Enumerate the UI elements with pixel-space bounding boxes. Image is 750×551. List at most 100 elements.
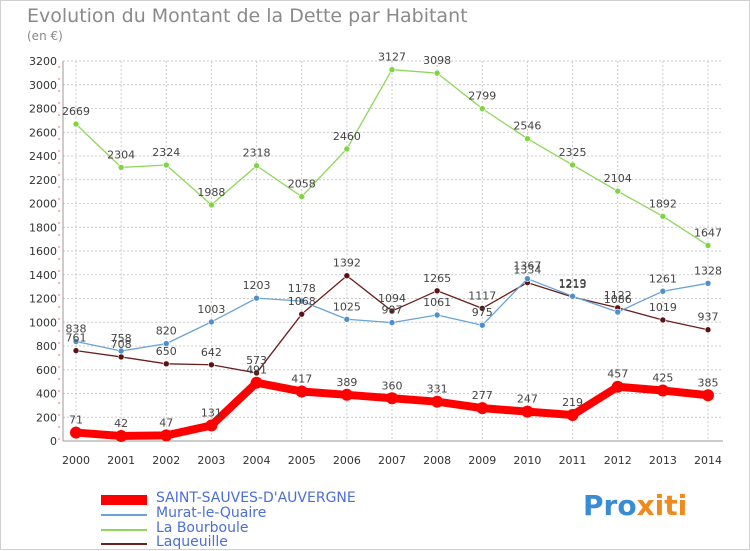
data-label-laqueuille: 573 xyxy=(246,354,267,367)
data-point-murat xyxy=(208,318,215,326)
data-point-bourboule xyxy=(388,66,396,73)
chart-title: Evolution du Montant de la Dette par Hab… xyxy=(27,5,468,27)
x-tick-label: 2002 xyxy=(152,454,180,467)
data-point-murat xyxy=(614,308,622,316)
x-tick-label: 2013 xyxy=(649,454,677,467)
data-label-saint: 360 xyxy=(382,379,403,392)
data-point-bourboule xyxy=(524,135,531,142)
data-point-bourboule xyxy=(208,201,215,209)
data-label-saint: 457 xyxy=(607,368,628,381)
y-tick-label: 2800 xyxy=(29,103,57,116)
data-label-saint: 131 xyxy=(201,406,222,419)
data-point-murat xyxy=(388,319,396,326)
data-point-saint xyxy=(340,388,353,401)
data-label-murat: 1025 xyxy=(333,300,361,313)
data-label-saint: 385 xyxy=(698,376,719,389)
data-label-bourboule: 2058 xyxy=(288,178,316,191)
data-label-saint: 71 xyxy=(69,414,83,427)
x-tick-label: 2008 xyxy=(423,454,451,467)
y-tick-label: 1200 xyxy=(29,293,57,306)
data-label-bourboule: 2460 xyxy=(333,130,361,143)
data-point-laqueuille xyxy=(162,360,170,368)
data-label-saint: 42 xyxy=(114,417,128,430)
proxiti-logo: Proxiti xyxy=(583,489,687,522)
data-label-murat: 1219 xyxy=(559,277,587,290)
data-label-laqueuille: 642 xyxy=(201,346,222,359)
data-label-laqueuille: 650 xyxy=(156,345,177,358)
data-point-laqueuille xyxy=(343,272,351,280)
data-label-bourboule: 1892 xyxy=(649,197,677,210)
x-tick-label: 2012 xyxy=(604,454,632,467)
x-tick-label: 2009 xyxy=(468,454,496,467)
x-tick-label: 2001 xyxy=(107,454,135,467)
data-point-bourboule xyxy=(117,164,125,171)
data-point-murat xyxy=(659,287,667,295)
x-tick-label: 2007 xyxy=(378,454,406,467)
legend-label-murat: Murat-le-Quaire xyxy=(156,505,267,521)
data-point-bourboule xyxy=(704,242,712,249)
legend-swatch-saint xyxy=(101,495,147,505)
data-label-laqueuille: 1334 xyxy=(513,264,541,277)
data-label-bourboule: 2546 xyxy=(513,120,541,133)
data-point-murat xyxy=(433,311,441,319)
data-point-saint xyxy=(611,380,624,393)
data-label-bourboule: 3098 xyxy=(423,54,451,67)
data-point-laqueuille xyxy=(433,287,441,295)
x-tick-label: 2010 xyxy=(513,454,541,467)
data-label-saint: 389 xyxy=(336,376,357,389)
data-point-bourboule xyxy=(298,193,306,200)
y-tick-label: 1800 xyxy=(29,221,57,234)
legend-label-bourboule: La Bourboule xyxy=(156,520,249,536)
data-point-murat xyxy=(72,338,80,345)
data-label-laqueuille: 1117 xyxy=(468,289,496,302)
data-label-bourboule: 1647 xyxy=(694,226,722,239)
data-point-laqueuille xyxy=(704,326,712,334)
data-point-saint xyxy=(476,402,489,415)
data-label-bourboule: 2324 xyxy=(152,146,180,159)
data-label-murat: 1086 xyxy=(604,293,632,306)
y-tick-label: 1400 xyxy=(29,269,57,282)
data-point-murat xyxy=(478,321,486,329)
y-tick-label: 2000 xyxy=(29,198,57,211)
data-label-bourboule: 2669 xyxy=(62,105,90,118)
data-label-laqueuille: 1392 xyxy=(333,257,361,270)
data-point-murat xyxy=(253,294,260,302)
data-label-saint: 219 xyxy=(562,396,583,409)
data-point-saint xyxy=(205,419,218,432)
data-point-bourboule xyxy=(433,69,441,77)
legend-swatch-bourboule xyxy=(101,529,147,531)
data-point-bourboule xyxy=(253,162,260,170)
data-label-murat: 1061 xyxy=(423,296,451,309)
data-point-murat xyxy=(343,315,351,323)
data-label-saint: 491 xyxy=(246,364,267,377)
y-tick-label: 1000 xyxy=(29,316,57,329)
data-label-murat: 1178 xyxy=(288,282,316,295)
data-point-saint xyxy=(702,389,714,402)
y-tick-label: 2600 xyxy=(29,126,57,139)
x-tick-label: 2004 xyxy=(243,454,271,467)
data-label-bourboule: 2104 xyxy=(604,172,632,185)
logo-text-a: Pro xyxy=(583,489,637,522)
data-point-saint xyxy=(386,392,398,405)
x-tick-label: 2000 xyxy=(62,454,90,467)
data-label-bourboule: 2318 xyxy=(243,147,271,160)
y-tick-label: 2400 xyxy=(29,150,57,163)
data-point-saint xyxy=(295,385,308,398)
data-label-murat: 1367 xyxy=(513,260,541,273)
data-label-murat: 1203 xyxy=(243,279,271,292)
data-label-laqueuille: 937 xyxy=(698,311,719,324)
legend-swatch-laqueuille xyxy=(101,543,147,545)
data-label-bourboule: 1988 xyxy=(197,186,225,199)
data-label-murat: 1261 xyxy=(649,272,677,285)
data-label-bourboule: 2325 xyxy=(559,146,587,159)
y-tick-label: 3200 xyxy=(29,55,57,68)
data-point-bourboule xyxy=(614,187,622,195)
data-label-murat: 975 xyxy=(472,306,493,319)
data-point-bourboule xyxy=(569,161,576,169)
logo-text-b: x xyxy=(636,489,655,522)
legend-label-laqueuille: Laqueuille xyxy=(156,534,228,550)
data-point-laqueuille xyxy=(298,310,306,318)
data-point-laqueuille xyxy=(388,307,396,315)
